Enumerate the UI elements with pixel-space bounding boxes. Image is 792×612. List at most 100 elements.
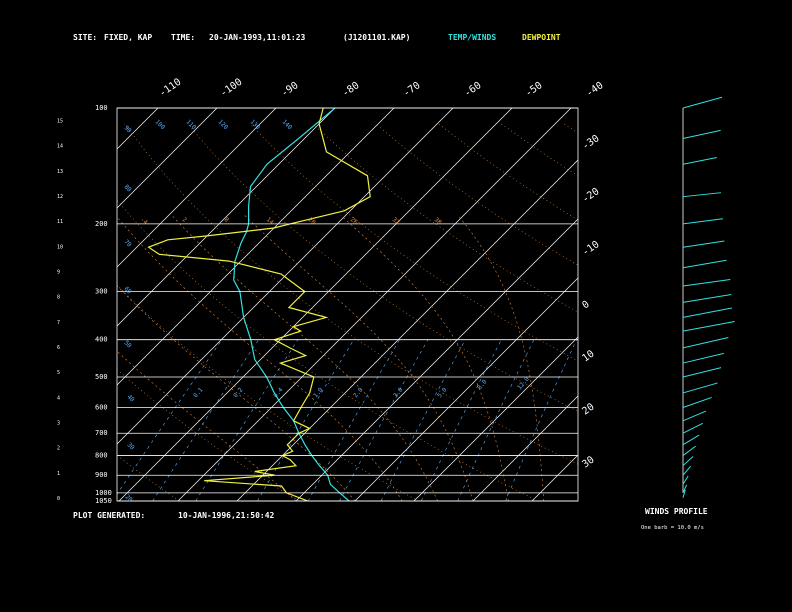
wind-barb <box>682 157 717 165</box>
wind-barb <box>682 192 722 198</box>
legend-dew: DEWPOINT <box>522 33 561 42</box>
header: SITE: FIXED, KAP TIME: 20-JAN-1993,11:01… <box>73 33 561 42</box>
height-tick-label: 13 <box>57 169 63 175</box>
wind-barb <box>682 218 723 225</box>
dry-adiabat-label: 40 <box>126 393 136 403</box>
mixing-ratio-label: 3.0 <box>392 386 405 399</box>
height-tick-label: 1 <box>57 471 60 477</box>
height-tick-label: 14 <box>57 144 63 150</box>
moist-adiabat <box>457 215 545 501</box>
mixing-line <box>505 339 577 501</box>
dry-adiabat <box>690 124 792 501</box>
wind-barb <box>682 466 691 476</box>
isotherm <box>709 108 792 501</box>
wind-barb <box>682 445 696 456</box>
dry-adiabat <box>375 123 578 266</box>
plot-generated-label: PLOT GENERATED: <box>73 511 145 520</box>
isotherm <box>354 277 578 501</box>
dry-adiabat-label: 100 <box>154 118 167 131</box>
moist-adiabat-label: 8 <box>223 216 231 224</box>
dry-adiabat-label: 120 <box>217 118 230 131</box>
top-temp-label: -110 <box>157 77 183 100</box>
isotherm <box>591 108 792 501</box>
height-tick-label: 12 <box>57 194 63 200</box>
pressure-tick-label: 700 <box>95 429 108 437</box>
isotherm <box>117 108 218 209</box>
wind-barb <box>682 96 723 109</box>
pressure-tick-label: 800 <box>95 452 108 460</box>
isotherm <box>472 395 578 501</box>
winds-profile <box>682 96 735 498</box>
dewpoint-trace <box>147 108 371 501</box>
isotherm <box>0 108 40 501</box>
winds-barb-note: One barb = 10.0 m/s <box>641 525 704 531</box>
height-tick-label: 5 <box>57 370 60 376</box>
dry-adiabat <box>117 284 419 501</box>
mixing-line <box>117 339 223 495</box>
dry-adiabat <box>117 369 300 501</box>
mixing-ratio-label: 12.0 <box>516 375 531 391</box>
dry-adiabat-label: 90 <box>123 124 133 134</box>
top-temp-label: -90 <box>279 80 300 99</box>
dry-adiabat <box>501 123 578 177</box>
temperature-trace <box>233 108 350 501</box>
pressure-tick-label: 400 <box>95 336 108 344</box>
dry-adiabat-label: 80 <box>123 183 133 193</box>
site-value: FIXED, KAP <box>104 33 152 42</box>
footer: PLOT GENERATED: 10-JAN-1996,21:50:42 WIN… <box>73 507 708 531</box>
isotherm <box>177 108 572 501</box>
wind-barb <box>682 410 707 422</box>
pressure-tick-label: 500 <box>95 373 108 381</box>
mixing-line <box>457 339 535 501</box>
right-temp-label: 10 <box>580 349 596 365</box>
dry-adiabat-label: 130 <box>249 118 262 131</box>
mixing-ratio-label: 5.0 <box>436 386 449 399</box>
top-temp-label: -80 <box>340 80 361 99</box>
dry-adiabat-label: 140 <box>281 118 294 131</box>
pressure-tick-label: 1050 <box>95 497 112 505</box>
isotherm <box>650 108 792 501</box>
mixing-ratio-label: 1.0 <box>312 386 325 399</box>
mixing-ratio-label: 8.0 <box>476 378 489 391</box>
dry-adiabat <box>438 123 578 221</box>
mixing-ratio-label: 2.0 <box>352 386 365 399</box>
dry-adiabat-label: 60 <box>123 285 133 295</box>
wind-barb <box>682 367 722 378</box>
wind-barb <box>682 489 686 498</box>
plot-frame <box>116 107 579 502</box>
wind-barb <box>682 352 724 364</box>
mixing-ratio-label: 0.4 <box>272 386 285 399</box>
moist-adiabat-label: 2 <box>181 216 189 224</box>
isotherm <box>236 159 578 501</box>
top-temp-label: -60 <box>462 80 483 99</box>
top-temp-label: -100 <box>218 77 244 100</box>
mixing-line <box>152 339 259 501</box>
wind-barb <box>682 129 721 139</box>
height-tick-label: 10 <box>57 244 63 250</box>
wind-barb <box>682 382 718 394</box>
pressure-tick-label: 900 <box>95 471 108 479</box>
dry-adiabat-label: 20 <box>124 493 134 503</box>
right-temp-label: 0 <box>580 299 591 311</box>
pressure-tick-label: 600 <box>95 403 108 411</box>
wind-barb <box>682 259 727 269</box>
wind-barb <box>682 422 704 434</box>
top-temp-label: -70 <box>401 80 422 99</box>
mixing-ratio-label: 0.2 <box>232 386 245 399</box>
isotherm <box>295 218 578 501</box>
height-tick-label: 4 <box>57 395 60 401</box>
site-label: SITE: <box>73 33 97 42</box>
pressure-tick-label: 300 <box>95 288 108 296</box>
mixing-ratio-label: 0.1 <box>192 386 205 399</box>
mixing-line <box>380 339 466 501</box>
moist-adiabat-label: 14 <box>265 216 275 226</box>
right-temp-label: -20 <box>580 186 601 205</box>
moist-adiabat <box>244 215 474 501</box>
mixing-line <box>339 339 429 501</box>
height-tick-label: 6 <box>57 345 60 351</box>
dry-adiabat <box>117 454 180 501</box>
dry-adiabat-label: 50 <box>123 339 133 349</box>
wind-barb <box>682 456 694 467</box>
winds-profile-title: WINDS PROFILE <box>645 507 708 516</box>
